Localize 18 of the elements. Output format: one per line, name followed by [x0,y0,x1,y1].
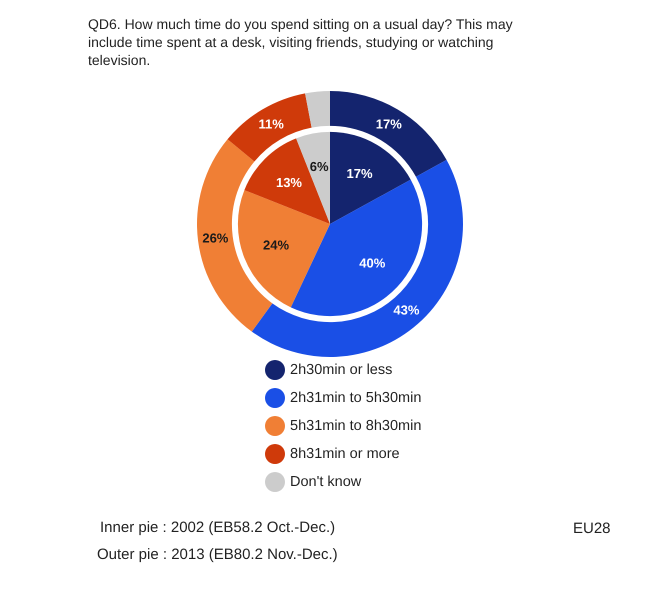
text: EU28 [573,520,611,537]
data-label: 17% [376,116,402,132]
legend-label: 8h31min or more [290,446,400,462]
data-label: 43% [393,302,420,318]
chart-title: QD6. How much time do you spend sitting on a usual day? This may include time spent at a desk, visiting friends, studying or watching television. [88,16,513,68]
legend-label: 2h30min or less [290,362,392,378]
text: Outer pie : 2013 (EB80.2 Nov.-Dec.) [97,546,338,563]
legend-label: 2h31min to 5h30min [290,390,422,406]
data-label: 26% [202,230,229,246]
data-label: 13% [276,174,302,190]
data-label: 17% [346,166,373,182]
data-label: 40% [359,256,386,271]
data-label: 11% [258,116,284,132]
legend-label: 5h31min to 8h30min [290,418,422,434]
data-label: 24% [263,237,290,252]
text: Inner pie : 2002 (EB58.2 Oct.-Dec.) [100,519,336,536]
legend-label: Don't know [290,474,362,490]
data-label: 6% [310,159,329,174]
